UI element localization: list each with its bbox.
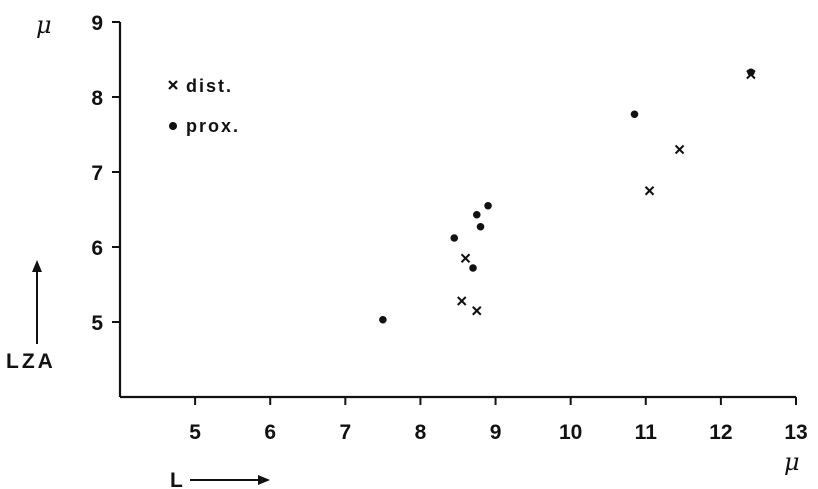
point-prox [747, 68, 755, 77]
y-axis-label: LZA [6, 350, 56, 373]
legend-marker-prox [169, 122, 177, 130]
x-tick-label: 12 [709, 421, 732, 444]
point-prox [630, 110, 639, 119]
x-tick-label: 5 [189, 421, 201, 444]
legend: dist. prox. [168, 76, 240, 136]
point-dist [674, 144, 685, 155]
x-unit-label: μ [784, 448, 800, 476]
legend-marker-dist [168, 80, 178, 90]
x-axis-title: L [170, 469, 270, 489]
point-dist [472, 306, 482, 316]
x-tick-label: 6 [264, 421, 276, 444]
y-unit-label: μ [36, 11, 52, 39]
y-tick-label: 6 [91, 237, 103, 260]
point-prox [472, 210, 481, 219]
legend-label-dist: dist. [186, 76, 233, 96]
point-prox [476, 222, 485, 231]
data-points [379, 68, 756, 324]
x-tick-label: 8 [415, 421, 427, 444]
x-axis-label: L [170, 469, 186, 489]
point-dist [644, 186, 655, 196]
x-axis-ticks: 5 6 7 8 9 10 11 12 13 [189, 397, 808, 444]
y-tick-label: 9 [91, 12, 103, 35]
y-tick-label: 5 [91, 312, 103, 335]
point-prox [450, 234, 459, 242]
y-axis-ticks: 5 6 7 8 9 [91, 12, 120, 335]
point-prox [484, 201, 492, 210]
point-dist [460, 253, 471, 263]
point-prox [469, 264, 477, 272]
y-axis-arrow-head [32, 260, 42, 272]
point-prox [379, 315, 387, 324]
y-tick-label: 7 [91, 162, 103, 185]
x-tick-label: 13 [784, 421, 807, 444]
point-dist [457, 296, 467, 306]
x-axis-arrow-head [258, 475, 270, 485]
legend-label-prox: prox. [186, 116, 240, 136]
x-tick-label: 10 [559, 421, 582, 444]
x-tick-label: 9 [490, 421, 502, 444]
x-tick-label: 7 [339, 421, 351, 444]
axes [118, 22, 796, 399]
y-axis-title: LZA [6, 260, 56, 373]
y-tick-label: 8 [91, 87, 103, 110]
x-tick-label: 11 [635, 421, 658, 444]
